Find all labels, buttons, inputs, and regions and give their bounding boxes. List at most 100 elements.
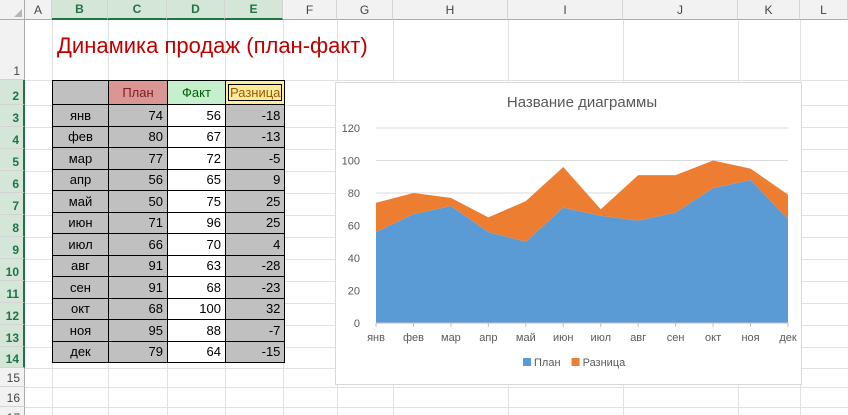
table-cell[interactable]: -5	[224, 147, 286, 170]
y-tick-label: 0	[354, 318, 360, 330]
table-cell[interactable]: -15	[224, 340, 286, 363]
table-cell[interactable]: 68	[167, 276, 226, 299]
table-header-cell[interactable]: Разница	[224, 80, 286, 105]
table-cell[interactable]: 96	[167, 211, 226, 234]
table-cell[interactable]: май	[52, 190, 109, 213]
table-cell[interactable]: 25	[224, 190, 286, 213]
table-cell[interactable]: 91	[108, 254, 168, 277]
table-cell[interactable]: 65	[167, 168, 226, 191]
table-header-cell[interactable]	[52, 80, 109, 105]
row-header-3[interactable]: 3	[0, 105, 25, 127]
column-header-g[interactable]: G	[337, 0, 393, 20]
table-cell[interactable]: -18	[224, 104, 286, 127]
table-cell[interactable]: дек	[52, 340, 109, 363]
table-cell[interactable]: сен	[52, 276, 109, 299]
table-cell[interactable]: 77	[108, 147, 168, 170]
table-cell[interactable]: 91	[108, 276, 168, 299]
table-cell[interactable]: 50	[108, 190, 168, 213]
table-cell[interactable]: 74	[108, 104, 168, 127]
column-header-i[interactable]: I	[508, 0, 623, 20]
table-cell[interactable]: 56	[108, 168, 168, 191]
table-cell[interactable]: 25	[224, 211, 286, 234]
row-header-8[interactable]: 8	[0, 215, 25, 237]
row-header-9[interactable]: 9	[0, 237, 25, 259]
column-header-a[interactable]: A	[25, 0, 52, 20]
table-row: окт 68 100 32	[52, 297, 286, 320]
table-cell[interactable]: -28	[224, 254, 286, 277]
legend-swatch	[523, 358, 531, 366]
table-cell[interactable]: 67	[167, 125, 226, 148]
table-cell[interactable]: 64	[167, 340, 226, 363]
x-tick-label: мар	[441, 332, 461, 344]
column-header-k[interactable]: K	[738, 0, 800, 20]
row-header-1[interactable]: 1	[0, 20, 25, 80]
table-cell[interactable]: -23	[224, 276, 286, 299]
row-header-10[interactable]: 10	[0, 259, 25, 281]
chart-area[interactable]: Название диаграммы 0 20 40 60 80 100 120 янв фев м…	[335, 82, 802, 385]
y-tick-label: 120	[342, 123, 360, 135]
row-header-14[interactable]: 14	[0, 347, 25, 368]
table-cell[interactable]: 63	[167, 254, 226, 277]
row-header-17[interactable]: 17	[0, 407, 25, 415]
legend-label: Разница	[583, 357, 627, 369]
table-cell[interactable]: авг	[52, 254, 109, 277]
y-tick-label: 100	[342, 156, 360, 168]
column-header-f[interactable]: F	[283, 0, 337, 20]
table-cell[interactable]: июл	[52, 233, 109, 256]
table-cell[interactable]: мар	[52, 147, 109, 170]
table-cell[interactable]: 72	[167, 147, 226, 170]
table-row: сен 91 68 -23	[52, 276, 286, 299]
table-cell[interactable]: янв	[52, 104, 109, 127]
row-header-15[interactable]: 15	[0, 368, 25, 387]
table-cell[interactable]: 100	[167, 297, 226, 320]
table-cell[interactable]: 32	[224, 297, 286, 320]
table-cell[interactable]: 71	[108, 211, 168, 234]
table-cell[interactable]: 4	[224, 233, 286, 256]
table-row: авг 91 63 -28	[52, 254, 286, 277]
x-tick-label: дек	[779, 332, 797, 344]
table-cell[interactable]: 56	[167, 104, 226, 127]
row-header-16[interactable]: 16	[0, 387, 25, 407]
column-header-d[interactable]: D	[167, 0, 225, 20]
table-header-cell[interactable]: Факт	[167, 80, 226, 105]
area-series	[376, 180, 788, 323]
stacked-area-chart: Название диаграммы 0 20 40 60 80 100 120 янв фев м…	[342, 94, 797, 369]
table-cell[interactable]: -7	[224, 319, 286, 342]
column-header-j[interactable]: J	[623, 0, 738, 20]
table-header-cell[interactable]: План	[108, 80, 168, 105]
table-cell[interactable]: 88	[167, 319, 226, 342]
row-header-6[interactable]: 6	[0, 171, 25, 193]
select-all-corner[interactable]	[0, 0, 25, 20]
table-row: май 50 75 25	[52, 190, 286, 213]
table-cell[interactable]: окт	[52, 297, 109, 320]
table-cell[interactable]: -13	[224, 125, 286, 148]
table-cell[interactable]: 9	[224, 168, 286, 191]
row-header-4[interactable]: 4	[0, 127, 25, 149]
row-header-11[interactable]: 11	[0, 281, 25, 303]
row-header-13[interactable]: 13	[0, 325, 25, 347]
table-cell[interactable]: 79	[108, 340, 168, 363]
x-tick-label: авг	[630, 332, 646, 344]
chart-title: Название диаграммы	[507, 94, 657, 111]
column-header-e[interactable]: E	[225, 0, 283, 20]
table-cell[interactable]: 95	[108, 319, 168, 342]
row-header-7[interactable]: 7	[0, 193, 25, 215]
table-cell[interactable]: 66	[108, 233, 168, 256]
x-tick-label: апр	[479, 332, 497, 344]
table-cell[interactable]: 80	[108, 125, 168, 148]
column-header-h[interactable]: H	[393, 0, 508, 20]
table-cell[interactable]: апр	[52, 168, 109, 191]
table-cell[interactable]: 68	[108, 297, 168, 320]
table-cell[interactable]: 70	[167, 233, 226, 256]
table-cell[interactable]: фев	[52, 125, 109, 148]
row-header-2[interactable]: 2	[0, 80, 25, 105]
column-header-b[interactable]: B	[52, 0, 108, 20]
row-header-12[interactable]: 12	[0, 303, 25, 325]
column-header-l[interactable]: L	[800, 0, 848, 20]
table-cell[interactable]: ноя	[52, 319, 109, 342]
table-cell[interactable]: 75	[167, 190, 226, 213]
row-header-5[interactable]: 5	[0, 149, 25, 171]
column-header-c[interactable]: C	[108, 0, 167, 20]
sheet-title: Динамика продаж (план-факт)	[57, 33, 368, 58]
table-cell[interactable]: июн	[52, 211, 109, 234]
